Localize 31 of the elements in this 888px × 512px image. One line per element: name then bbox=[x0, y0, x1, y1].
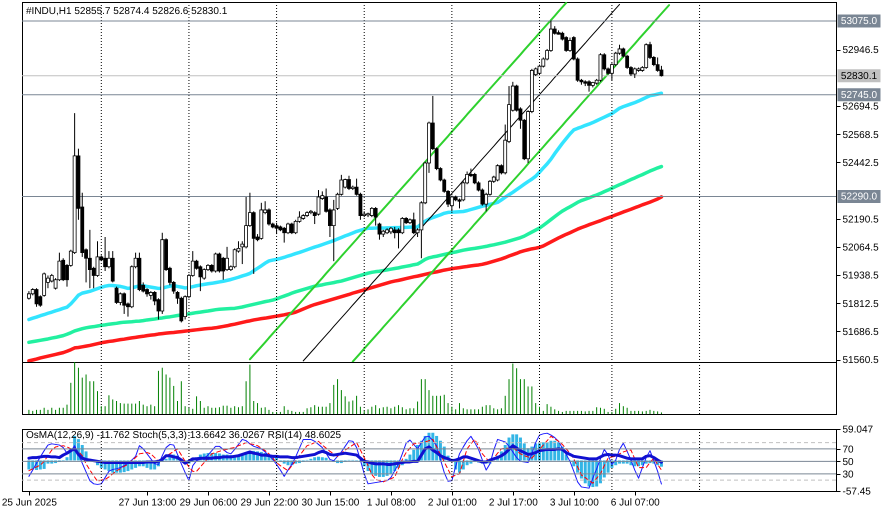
ref-line-label: 53075.0 bbox=[840, 16, 878, 28]
x-tick-label: 30 Jun 15:00 bbox=[302, 498, 360, 508]
y2-tick-label: 70 bbox=[842, 444, 854, 456]
x-tick-label: 3 Jul 10:00 bbox=[550, 498, 600, 508]
x-tick-label: 6 Jul 07:00 bbox=[610, 498, 660, 508]
x-tick-label: 2 Jul 17:00 bbox=[488, 498, 538, 508]
y-tick-label: 52568.5 bbox=[842, 130, 880, 141]
y-tick-label: 51560.5 bbox=[842, 355, 880, 366]
x-tick-label: 27 Jun 13:00 bbox=[118, 498, 177, 508]
y2-tick-label: 30 bbox=[842, 469, 854, 480]
x-tick-label: 2 Jul 01:00 bbox=[428, 498, 478, 508]
y-tick-label: -57.45 bbox=[842, 486, 872, 498]
x-tick-label: 25 Jun 2025 bbox=[2, 498, 58, 508]
y-tick-label: 51938.5 bbox=[842, 270, 880, 282]
ref-line-label: 52745.0 bbox=[840, 90, 878, 101]
x-tick-label: 1 Jul 08:00 bbox=[366, 498, 416, 508]
y-tick-label: 52442.5 bbox=[842, 158, 880, 169]
y-tick-label: 52190.5 bbox=[842, 214, 880, 226]
chart-title: #INDU,H1 52855.7 52874.4 52826.6 52830.1 bbox=[26, 6, 228, 17]
ref-line-label: 52290.0 bbox=[840, 192, 878, 203]
y-tick-label: 52064.5 bbox=[842, 242, 880, 254]
y-tick-label: 52694.5 bbox=[842, 102, 880, 113]
chart-title: OsMA(12,26,9) -11.762 Stoch(5,3,3) 13.6642 36.0267 RSI(14) 48.6025 bbox=[26, 430, 342, 441]
y-tick-label: 52946.5 bbox=[842, 45, 880, 56]
x-tick-label: 29 Jun 22:00 bbox=[240, 498, 299, 508]
y2-tick-label: 50 bbox=[842, 456, 854, 468]
y-tick-label: 59.047 bbox=[842, 424, 874, 436]
y-tick-label: 51686.5 bbox=[842, 326, 880, 338]
y-tick-label: 51812.5 bbox=[842, 298, 880, 310]
x-tick-label: 29 Jun 06:00 bbox=[180, 498, 238, 508]
ref-line-label: 52830.1 bbox=[840, 70, 878, 82]
